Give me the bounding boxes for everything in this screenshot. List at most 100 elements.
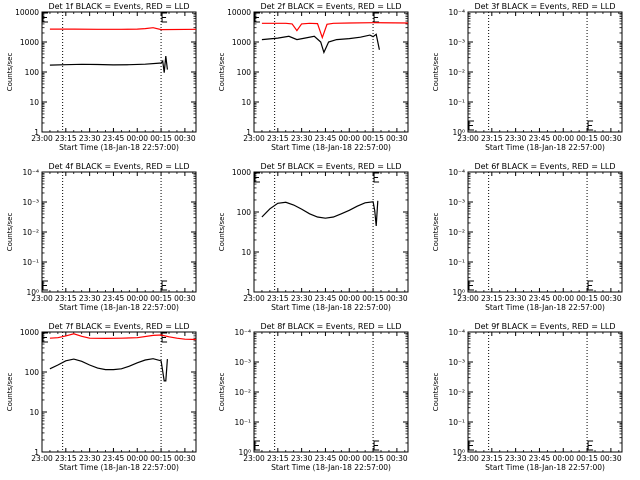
x-tick-label: 23:45 [529,454,551,463]
x-tick-label: 00:30 [174,294,196,303]
y-tick-label: 10⁻⁴ [448,8,465,17]
y-tick-label: 1 [246,128,251,137]
y-tick-label: 1 [34,448,39,457]
chart-panel-9: Det 9f BLACK = Events, RED = LLD 10⁰ 10⁻¹ 1… [432,322,623,472]
y-tick-label: 10⁰ [452,128,465,137]
y-tick-label: 100 [25,368,40,377]
chart-panel-5: Det 5f BLACK = Events, RED = LLD 1 10 100 10… [218,162,409,312]
x-tick-label: 23:15 [267,454,289,463]
series-line-events [261,200,379,226]
interval-marker [587,440,594,451]
interval-marker [373,172,380,183]
x-tick-label: 23:30 [505,294,527,303]
x-tick-label: 23:00 [457,134,479,143]
y-axis-label: Counts/sec [6,373,14,412]
x-tick-label: 23:00 [31,454,53,463]
y-tick-label: 10⁻² [448,68,465,77]
y-tick-label: 10 [29,98,39,107]
y-tick-label: 1000 [232,38,251,47]
y-tick-label: 1 [246,288,251,297]
x-tick-label: 00:30 [386,134,408,143]
x-axis-label: Start Time (18-Jan-18 22:57:00) [271,463,391,472]
chart-title: Det 8f BLACK = Events, RED = LLD [260,322,401,331]
plot-frame [253,171,409,293]
x-tick-label: 23:00 [243,454,265,463]
y-axis-label: Counts/sec [432,373,440,412]
chart-title: Det 1f BLACK = Events, RED = LLD [48,2,189,11]
x-axis-label: Start Time (18-Jan-18 22:57:00) [485,463,605,472]
plot-frame [467,171,623,293]
y-tick-label: 10⁻³ [234,358,251,367]
plot-frame [41,171,197,293]
plot-frame [467,11,623,133]
y-tick-label: 10⁻⁴ [448,168,465,177]
x-axis-label: Start Time (18-Jan-18 22:57:00) [271,303,391,312]
y-tick-label: 10⁻⁴ [234,328,251,337]
interval-marker [161,280,168,291]
chart-title: Det 6f BLACK = Events, RED = LLD [474,162,615,171]
x-tick-label: 23:00 [457,454,479,463]
x-tick-label: 23:30 [291,454,313,463]
x-tick-label: 23:45 [315,294,337,303]
y-tick-label: 10⁻¹ [448,258,465,267]
x-tick-label: 23:45 [103,454,125,463]
chart-title: Det 4f BLACK = Events, RED = LLD [48,162,189,171]
x-tick-label: 23:15 [481,294,503,303]
x-tick-label: 00:15 [362,294,384,303]
x-axis-label: Start Time (18-Jan-18 22:57:00) [59,463,179,472]
x-tick-label: 00:00 [338,454,360,463]
y-tick-label: 10 [241,98,251,107]
x-tick-label: 23:30 [291,294,313,303]
y-tick-label: 10⁻³ [448,38,465,47]
x-tick-label: 00:00 [552,454,574,463]
x-tick-label: 23:00 [243,294,265,303]
chart-panel-6: Det 6f BLACK = Events, RED = LLD 10⁰ 10⁻¹ 1… [432,162,623,312]
x-tick-label: 23:15 [267,134,289,143]
y-tick-label: 100 [237,208,252,217]
x-tick-label: 00:30 [386,294,408,303]
series-line-lld [261,22,409,40]
series-line-lld [49,27,197,31]
x-tick-label: 23:45 [315,134,337,143]
x-tick-label: 00:00 [338,294,360,303]
x-tick-label: 00:30 [600,134,622,143]
chart-title: Det 5f BLACK = Events, RED = LLD [260,162,401,171]
interval-marker [587,120,594,131]
y-axis-label: Counts/sec [6,213,14,252]
y-tick-label: 10 [29,408,39,417]
x-tick-label: 00:15 [362,454,384,463]
chart-panel-8: Det 8f BLACK = Events, RED = LLD 10⁰ 10⁻¹ 1… [218,322,409,472]
x-tick-label: 23:45 [315,454,337,463]
y-tick-label: 10⁻² [22,228,39,237]
interval-marker [373,12,380,23]
x-tick-label: 23:00 [243,134,265,143]
x-tick-label: 00:15 [362,134,384,143]
x-tick-label: 00:30 [386,454,408,463]
y-tick-label: 1000 [20,328,39,337]
y-axis-label: Counts/sec [6,53,14,92]
y-axis-label: Counts/sec [218,53,226,92]
x-tick-label: 23:00 [457,294,479,303]
x-tick-label: 00:30 [174,134,196,143]
x-tick-label: 23:15 [481,454,503,463]
interval-marker [587,280,594,291]
y-tick-label: 10⁰ [26,288,39,297]
y-tick-label: 10⁻² [448,228,465,237]
y-tick-label: 10⁰ [452,288,465,297]
y-tick-label: 10⁻² [448,388,465,397]
chart-panel-2: Det 2f BLACK = Events, RED = LLD 1 10 100 10… [218,2,409,152]
interval-marker [161,332,168,343]
y-tick-label: 10000 [227,8,251,17]
y-tick-label: 100 [25,68,40,77]
x-axis-label: Start Time (18-Jan-18 22:57:00) [271,143,391,152]
chart-panel-1: Det 1f BLACK = Events, RED = LLD 1 10 100 10… [6,2,197,152]
x-tick-label: 23:15 [55,294,77,303]
chart-panel-3: Det 3f BLACK = Events, RED = LLD 10⁰ 10⁻¹ 1… [432,2,623,152]
x-tick-label: 00:15 [150,134,172,143]
x-axis-label: Start Time (18-Jan-18 22:57:00) [59,303,179,312]
series-line-events [49,358,168,382]
y-tick-label: 1000 [20,38,39,47]
series-line-events [261,33,380,55]
x-tick-label: 00:00 [126,134,148,143]
